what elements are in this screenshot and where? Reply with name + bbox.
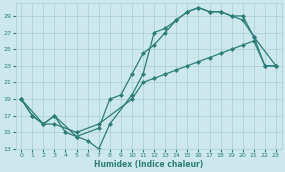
X-axis label: Humidex (Indice chaleur): Humidex (Indice chaleur) bbox=[94, 159, 203, 169]
